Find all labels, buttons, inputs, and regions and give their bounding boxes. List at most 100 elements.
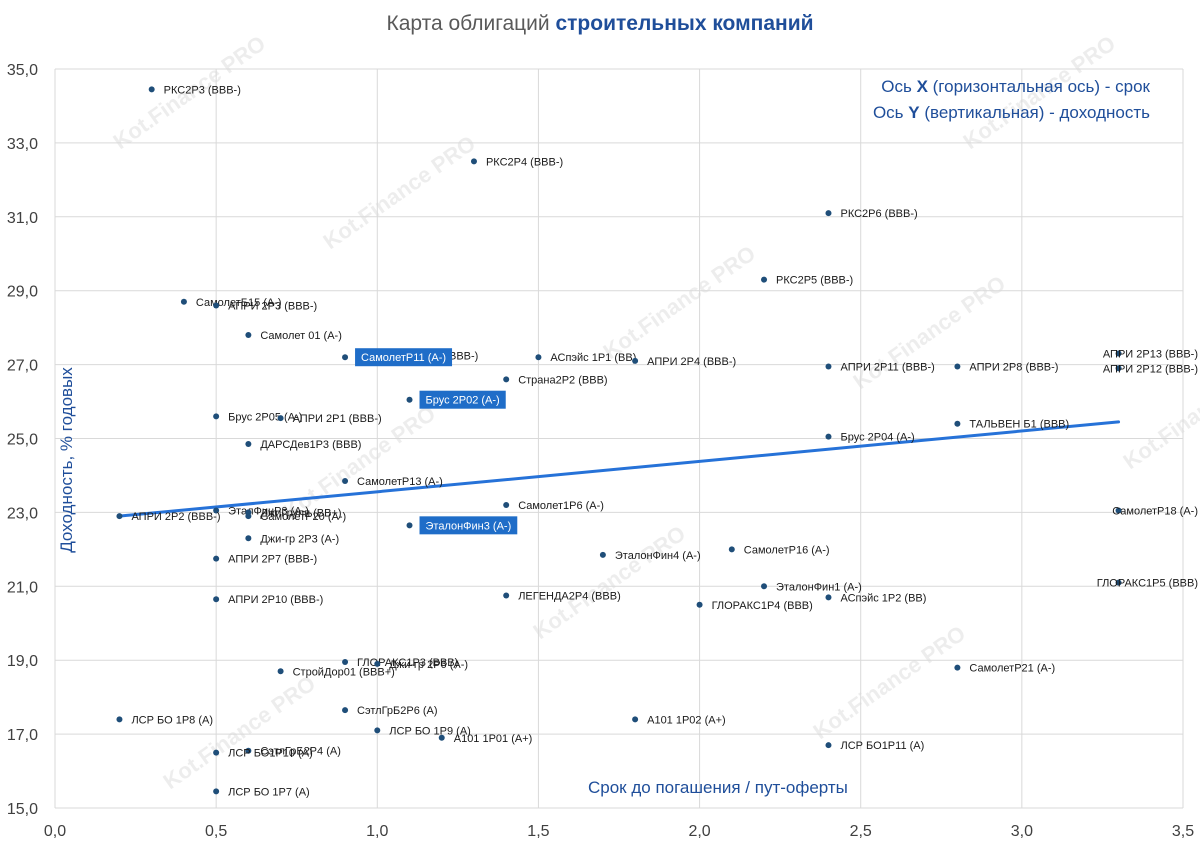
point-label: РКС2Р4 (BBB-) — [486, 156, 563, 168]
data-point — [342, 477, 349, 484]
y-tick-label: 15,0 — [7, 801, 38, 818]
watermark-text: Kot.Finance PRO — [319, 131, 481, 255]
data-point — [116, 513, 123, 520]
x-tick-label: 0,0 — [44, 823, 66, 840]
data-point — [503, 592, 510, 599]
data-point — [470, 158, 477, 165]
y-tick-label: 31,0 — [7, 210, 38, 227]
data-point — [954, 664, 961, 671]
grid-layer — [54, 68, 1184, 809]
point-label: ГЛОРАКС1Р3 (BBB) — [357, 657, 458, 669]
data-point — [374, 660, 381, 667]
point-label: РКС2Р3 (BBB-) — [164, 84, 241, 96]
watermark-text: Kot.Finance PRO — [529, 521, 691, 645]
data-point — [632, 357, 639, 364]
y-tick-label: 29,0 — [7, 284, 38, 301]
point-label: АПРИ 2Р8 (BBB-) — [969, 361, 1058, 373]
x-tick-label: 1,5 — [527, 823, 549, 840]
x-tick-label: 3,0 — [1011, 823, 1033, 840]
y-axis-note: Ось Y (вертикальная) - доходность — [873, 103, 1150, 123]
data-point — [599, 551, 606, 558]
data-point — [761, 583, 768, 590]
point-label: ДАРСДев1Р3 (BBB) — [260, 439, 361, 451]
point-label: АПРИ 2Р3 (BBB-) — [228, 300, 317, 312]
data-point — [406, 396, 413, 403]
point-label: Брус 2Р02 (А-) — [426, 395, 500, 407]
x-tick-label: 2,0 — [688, 823, 710, 840]
watermark-text: Kot.Finance PRO — [599, 241, 761, 365]
watermark-text: Kot.Finance PRO — [159, 671, 321, 795]
x-axis-note: Ось X (горизонтальная ось) - срок — [881, 77, 1150, 97]
points-layer: РКС2Р3 (BBB-) РКС2Р4 (BBB-) РКС2Р6 (BBB-) Р… — [116, 84, 1198, 798]
point-label: ЛСР БО 1Р9 (А) — [389, 725, 471, 737]
data-point — [728, 546, 735, 553]
data-point — [245, 332, 252, 339]
data-point — [1115, 350, 1122, 357]
data-point — [374, 727, 381, 734]
point-label: АПРИ 2Р2 (BBB-) — [131, 511, 220, 523]
data-point — [213, 302, 220, 309]
x-axis-note-rest: (горизонтальная ось) - срок — [927, 77, 1150, 96]
trendline — [117, 420, 1121, 518]
point-label: ГЛОРАКС1Р4 (BBB) — [712, 600, 813, 612]
y-tick-label: 21,0 — [7, 579, 38, 596]
data-point — [213, 507, 220, 514]
y-tick-label: 35,0 — [7, 62, 38, 79]
point-label: СамолетР13 (А-) — [357, 476, 443, 488]
point-label: ЛСР БО 1Р7 (А) — [228, 786, 310, 798]
data-point — [825, 210, 832, 217]
point-label: АСпэйс 1Р1 (BB) — [550, 352, 636, 364]
watermark-text: Kot.Finance PRO — [849, 271, 1011, 395]
point-label: СэтлГрБ2Р6 (А) — [357, 705, 438, 717]
point-label: АСпэйс 1Р2 (BB) — [840, 592, 926, 604]
point-label: АПРИ 2Р7 (BBB-) — [228, 554, 317, 566]
y-tick-label: 19,0 — [7, 653, 38, 670]
data-point — [1115, 365, 1122, 372]
point-label: СамолетР21 (А-) — [969, 663, 1055, 675]
point-label: АПРИ 2Р10 (BBB-) — [228, 594, 323, 606]
point-label: ЛСР БО1Р10 (А) — [228, 748, 313, 760]
point-label: СамолетР11 (А-) — [361, 352, 446, 364]
point-label: А101 1Р02 (А+) — [647, 714, 726, 726]
highlight-box — [419, 390, 506, 409]
point-label: АПРИ 2Р12 (BBB-) — [1103, 363, 1198, 375]
y-axis-note-rest: (вертикальная) - доходность — [919, 103, 1150, 122]
data-point — [277, 668, 284, 675]
point-label: РКС2Р5 (BBB-) — [776, 275, 853, 287]
point-label: СэтлГрБ2Р4 (А) — [260, 746, 341, 758]
data-point — [503, 376, 510, 383]
highlighted-label: ЭталонФин3 (А-) — [419, 516, 518, 535]
x-tick-label: 2,5 — [850, 823, 872, 840]
point-label: ЛСР БО1Р11 (А) — [840, 740, 924, 752]
y-tick-label: 23,0 — [7, 505, 38, 522]
point-label: Джи-гр 2Р6 (А-) — [389, 659, 468, 671]
point-label: Самолет 01 (А-) — [260, 330, 342, 342]
point-label: АПРИ 2Р1 (BBB-) — [293, 413, 382, 425]
data-point — [213, 413, 220, 420]
point-label: СамолетР16 (А-) — [744, 544, 830, 556]
point-label: РКС2Р6 (BBB-) — [840, 208, 917, 220]
point-label: СамолетР18 (А-) — [1112, 506, 1198, 518]
point-label: ЛСР БО 1Р8 (А) — [131, 714, 213, 726]
data-point — [632, 716, 639, 723]
data-point — [245, 747, 252, 754]
point-label: ЛЕГЕНДА2Р4 (BBB) — [518, 591, 621, 603]
point-label: ГЛОРАКС1Р5 (BBB) — [1097, 578, 1198, 590]
data-point — [180, 298, 187, 305]
x-tick-label: 1,0 — [366, 823, 388, 840]
data-point — [245, 535, 252, 542]
point-label: ЭталонФин4 (А-) — [615, 550, 701, 562]
data-point — [245, 441, 252, 448]
data-point — [342, 659, 349, 666]
chart-title-prefix: Карта облигаций — [386, 12, 556, 35]
data-point — [213, 788, 220, 795]
data-point — [245, 513, 252, 520]
x-tick-label: 3,5 — [1172, 823, 1194, 840]
x-axis-note-axis: X — [916, 77, 928, 96]
y-tick-label: 33,0 — [7, 136, 38, 153]
point-label: ТАЛЬВЕН Б1 (BBB) — [969, 419, 1069, 431]
chart-title-emphasis: строительных компаний — [555, 12, 814, 35]
point-label: Брус 2Р05 (А-) — [228, 411, 302, 423]
data-point — [1115, 507, 1122, 514]
